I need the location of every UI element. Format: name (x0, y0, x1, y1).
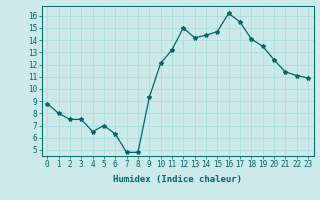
X-axis label: Humidex (Indice chaleur): Humidex (Indice chaleur) (113, 175, 242, 184)
